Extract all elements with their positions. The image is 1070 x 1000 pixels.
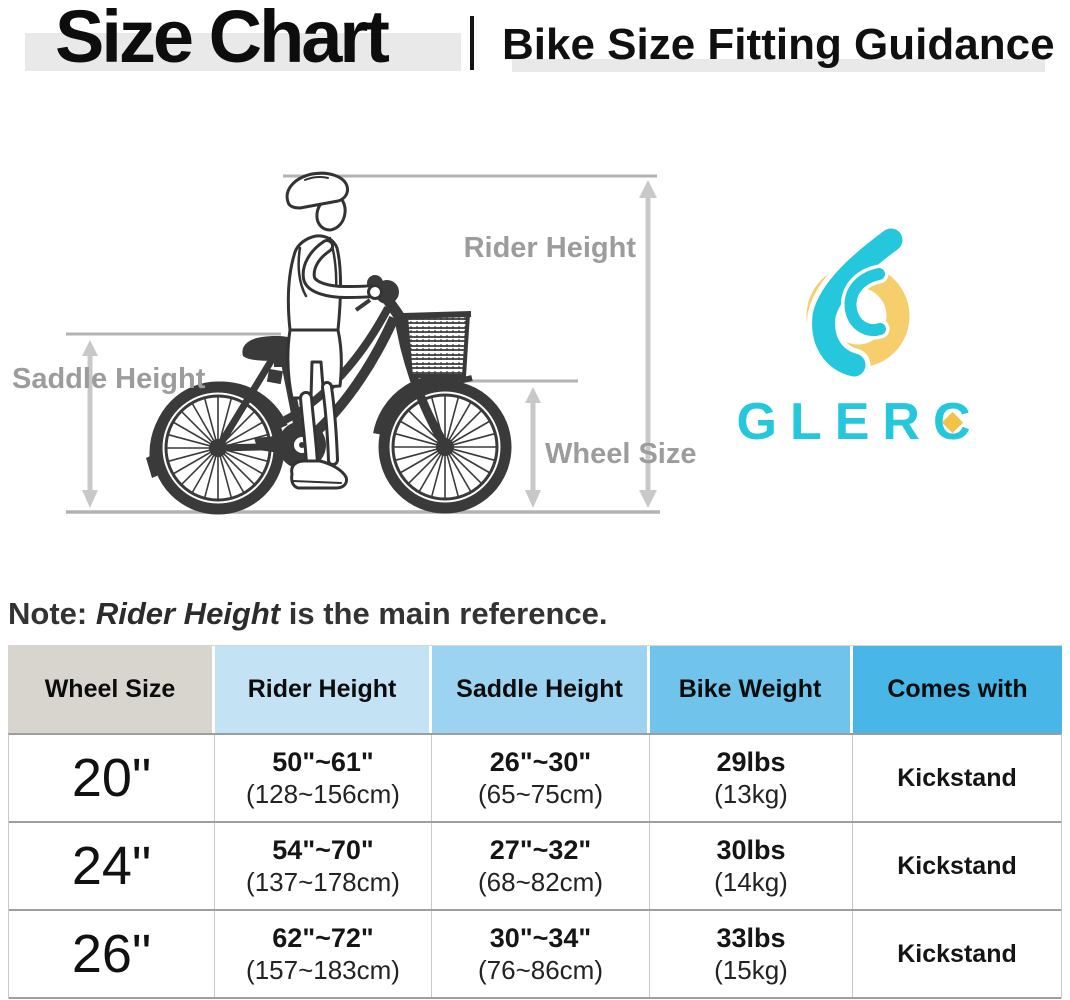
table-row: 24" 54"~70" (137~178cm) 27"~32" (68~82cm…	[9, 823, 1061, 911]
rider-height-cell: 62"~72" (157~183cm)	[215, 911, 432, 997]
table-body: 20" 50"~61" (128~156cm) 26"~30" (65~75cm…	[8, 733, 1062, 999]
saddle-height-arrow	[82, 340, 98, 508]
note-emphasis: Rider Height	[95, 596, 281, 631]
table-header-cell: Bike Weight	[650, 646, 853, 733]
saddle-height-cell: 27"~32" (68~82cm)	[432, 823, 650, 909]
title-highlight-bar	[25, 33, 461, 71]
table-row: 20" 50"~61" (128~156cm) 26"~30" (65~75cm…	[9, 735, 1061, 823]
brand-wordmark: GLERC	[727, 396, 984, 448]
comes-with-cell: Kickstand	[897, 851, 1017, 880]
page-subtitle: Bike Size Fitting Guidance	[502, 20, 1055, 69]
rider-height-cell: 54"~70" (137~178cm)	[215, 823, 432, 909]
table-row: 26" 62"~72" (157~183cm) 30"~34" (76~86cm…	[9, 911, 1061, 999]
comes-with-cell: Kickstand	[897, 939, 1017, 968]
table-header-cell: Comes with	[853, 646, 1062, 733]
dimension-lines	[66, 174, 660, 514]
rider-height-label: Rider Height	[464, 232, 637, 264]
rider-height-arrow	[639, 180, 657, 508]
table-header-cell: Saddle Height	[432, 646, 650, 733]
glerc-logo-icon	[806, 228, 910, 382]
title-separator	[470, 16, 474, 70]
wheel-size-label: Wheel Size	[545, 438, 697, 470]
rider-figure	[285, 171, 383, 490]
wheel-size-arrow	[525, 387, 541, 508]
rider-height-cell: 50"~61" (128~156cm)	[215, 735, 432, 821]
subtitle-highlight-bar	[512, 59, 1045, 72]
note-prefix: Note:	[8, 596, 96, 631]
saddle-height-cell: 26"~30" (65~75cm)	[432, 735, 650, 821]
size-table: Wheel Size Rider Height Saddle Height Bi…	[8, 645, 1062, 999]
brand-logo: GLERC	[705, 228, 1005, 483]
bike-weight-cell: 30lbs (14kg)	[650, 823, 853, 909]
comes-with-cell: Kickstand	[897, 763, 1017, 792]
table-header-cell: Wheel Size	[8, 646, 215, 733]
wheel-size-cell: 26"	[9, 911, 215, 997]
wheel-size-cell: 24"	[9, 823, 215, 909]
brand-name: GLERC	[736, 393, 984, 451]
note-line: Note: Rider Height is the main reference…	[8, 596, 608, 632]
bike-weight-cell: 29lbs (13kg)	[650, 735, 853, 821]
note-suffix: is the main reference.	[280, 596, 608, 631]
page-title: Size Chart	[55, 0, 390, 78]
bike-weight-cell: 33lbs (15kg)	[650, 911, 853, 997]
saddle-height-cell: 30"~34" (76~86cm)	[432, 911, 650, 997]
bike-illustration: Rider Height Saddle Height Wheel Size	[12, 171, 697, 550]
table-header-cell: Rider Height	[215, 646, 432, 733]
saddle-height-label: Saddle Height	[12, 363, 206, 395]
wheel-size-cell: 20"	[9, 735, 215, 821]
table-header-row: Wheel Size Rider Height Saddle Height Bi…	[8, 645, 1062, 733]
